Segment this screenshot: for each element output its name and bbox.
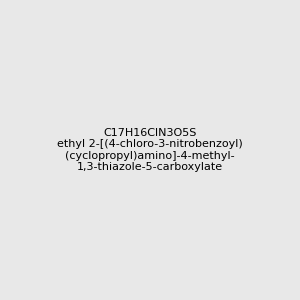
Text: C17H16ClN3O5S
ethyl 2-[(4-chloro-3-nitrobenzoyl)
(cyclopropyl)amino]-4-methyl-
1: C17H16ClN3O5S ethyl 2-[(4-chloro-3-nitro… [57, 128, 243, 172]
